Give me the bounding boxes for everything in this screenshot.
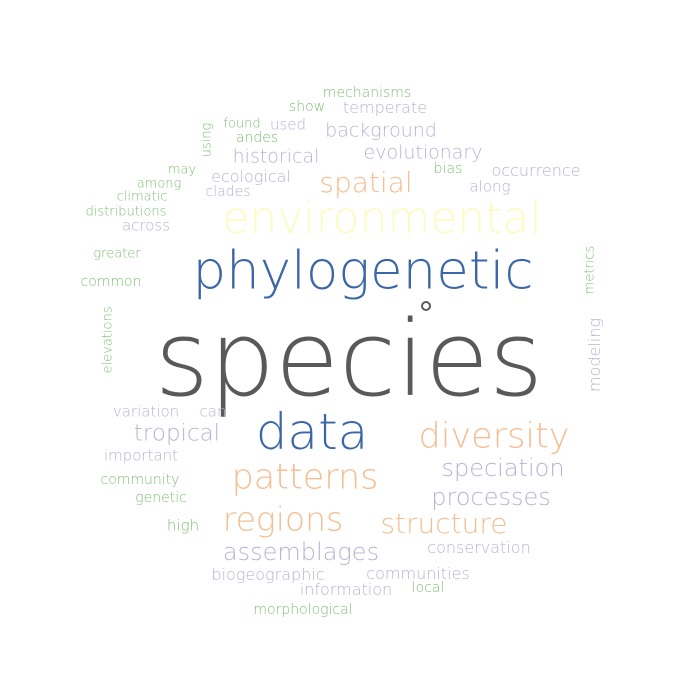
word-species: species (154, 298, 544, 420)
word-distributions: distributions (85, 204, 167, 220)
word-processes: processes (431, 483, 551, 511)
word-information: information (299, 580, 393, 599)
word-regions: regions (222, 499, 344, 539)
word-tropical: tropical (133, 420, 221, 447)
word-structure: structure (380, 507, 508, 540)
word-phylogenetic: phylogenetic (192, 240, 534, 302)
word-show: show (288, 99, 326, 115)
word-evolutionary: evolutionary (363, 141, 483, 164)
word-morphological: morphological (253, 602, 353, 618)
word-greater: greater (93, 246, 141, 262)
word-diversity: diversity (418, 416, 570, 457)
word-used: used (269, 115, 307, 134)
word-spatial: spatial (319, 166, 413, 199)
word-speciation: speciation (441, 454, 565, 482)
word-common: common (80, 274, 142, 290)
word-patterns: patterns (231, 457, 379, 498)
word-bias: bias (433, 161, 463, 177)
word-data: data (255, 403, 369, 461)
word-ecological: ecological (211, 167, 291, 186)
word-using: using (199, 122, 215, 158)
word-found: found (223, 116, 261, 132)
word-biogeographic: biogeographic (211, 565, 325, 584)
word-may: may (167, 162, 197, 178)
word-conservation: conservation (427, 538, 531, 557)
word-modeling: modeling (585, 317, 604, 393)
word-historical: historical (232, 145, 320, 168)
word-temperate: temperate (342, 98, 428, 117)
word-assemblages: assemblages (222, 538, 380, 566)
word-communities: communities (366, 564, 470, 583)
word-environmental: environmental (222, 193, 542, 244)
word-metrics: metrics (582, 245, 598, 295)
dot-mark (421, 301, 431, 311)
word-among: among (136, 176, 182, 192)
word-elevations: elevations (100, 306, 116, 374)
word-background: background (325, 119, 437, 142)
word-can: can (199, 402, 227, 421)
word-local: local (411, 580, 445, 596)
word-clades: clades (205, 184, 251, 200)
word-along: along (469, 177, 511, 196)
word-occurrence: occurrence (491, 161, 581, 180)
word-mechanisms: mechanisms (322, 85, 412, 101)
word-climatic: climatic (116, 189, 168, 205)
word-genetic: genetic (135, 490, 187, 506)
word-variation: variation (112, 402, 180, 421)
word-important: important (103, 446, 179, 465)
word-community: community (100, 472, 180, 488)
word-across: across (121, 216, 171, 235)
word-high: high (166, 516, 200, 535)
word-andes: andes (235, 130, 279, 146)
